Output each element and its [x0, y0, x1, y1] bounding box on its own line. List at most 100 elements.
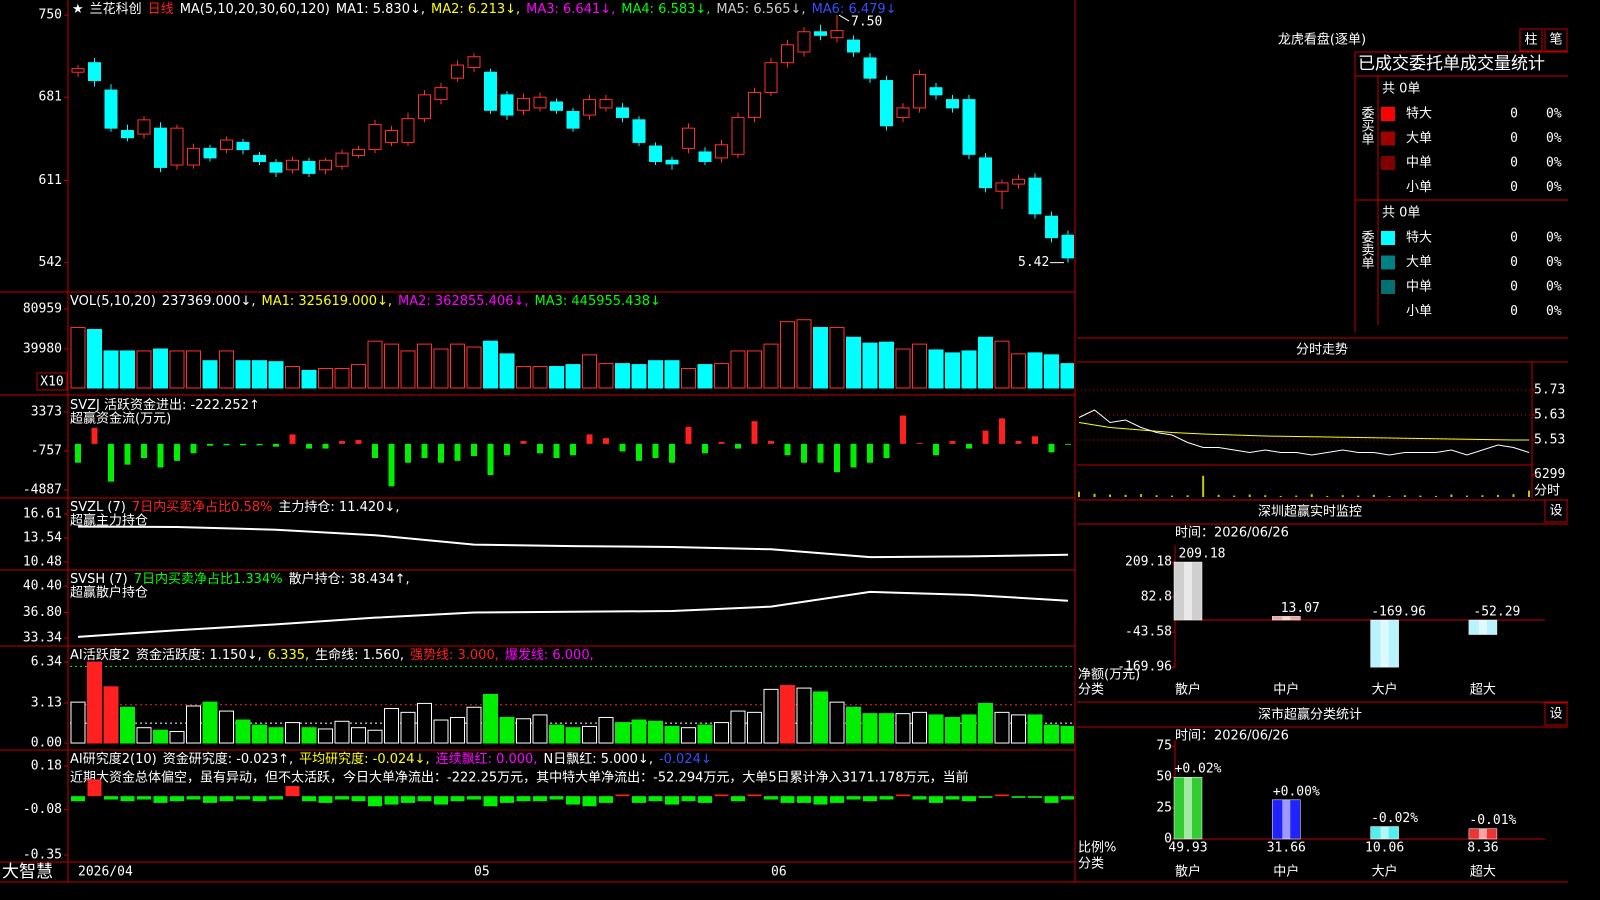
legend-item: 主力持仓: 11.420↓, [278, 500, 399, 515]
panel-subtitle: 超赢散户持仓 [70, 585, 148, 601]
research-bar [731, 796, 745, 802]
intraday-volume [1078, 491, 1080, 497]
candle-body [550, 101, 563, 111]
candle-body [979, 157, 992, 189]
intraday-volume [1124, 494, 1127, 497]
holding-line [77, 590, 1069, 638]
candle-body [1061, 234, 1074, 259]
intraday-volume [1155, 495, 1158, 497]
volume-bar [879, 341, 894, 389]
activity-bar [1011, 714, 1026, 744]
flow-bar [273, 443, 279, 447]
candle-body [698, 151, 712, 162]
volume-bar [433, 348, 449, 389]
y-tick-label: 50 [1156, 770, 1172, 785]
y-tick-label: -169.96 [1117, 660, 1172, 675]
row-name: 中单 [1406, 280, 1432, 295]
flow-bar [471, 443, 477, 457]
candle-body [533, 96, 547, 109]
value-label: 13.07 [1281, 601, 1320, 616]
candle-body [434, 87, 448, 101]
legend-item: SVSH (7) [70, 572, 128, 587]
volume-bar [664, 360, 680, 389]
legend-item: 生命线: 1.560, [315, 647, 404, 663]
legend-item: SVZJ 活跃资金进出: -222.252↑ [70, 397, 260, 413]
research-bar [368, 796, 382, 807]
legend-row: ★ 兰花科创 日线 MA(5,10,20,30,60,120) MA1: 5.830↓,… [72, 1, 897, 17]
row-pct: 0% [1546, 304, 1562, 319]
volume-bar [384, 343, 399, 389]
activity-bar [681, 727, 696, 744]
flow-bar [438, 443, 444, 463]
candle-body [715, 144, 728, 159]
time-label: 时间：2026/06/26 [1175, 526, 1289, 541]
flow-bar [372, 443, 378, 459]
activity-bar [318, 728, 333, 744]
activity-bar [961, 714, 977, 744]
volume-bar [1011, 353, 1026, 389]
commentary: 近期大资金总体偏空，虽有异动，但不太活跃，今日大单净流出：-222.25万元，其… [70, 770, 969, 786]
button-label[interactable]: 设 [1549, 707, 1562, 722]
candle-body [764, 62, 778, 93]
panel-subtitle: 超赢主力持仓 [70, 513, 148, 529]
intraday-volume [1217, 494, 1220, 497]
research-bar [153, 796, 168, 803]
volume-bar [1027, 352, 1043, 389]
research-bar [665, 796, 679, 805]
research-bar [170, 796, 184, 802]
flow-bar [1015, 441, 1022, 444]
row-count: 0 [1510, 304, 1518, 319]
activity-bar [565, 727, 581, 744]
flow-bar [91, 427, 98, 444]
intraday-volume [1264, 495, 1267, 497]
flow-bar [834, 443, 840, 473]
panel-title: 龙虎看盘(逐单) [1278, 32, 1366, 48]
research-bar [879, 796, 894, 800]
x-axis-title: 分类 [1078, 683, 1104, 698]
candle-body [187, 147, 200, 166]
button-label[interactable]: 笔 [1549, 32, 1562, 48]
flow-bar [487, 443, 494, 476]
legend-row: AI研究度2(10) 资金研究度: -0.023↑, 平均研究度: -0.024↓,… [70, 751, 712, 767]
legend-row: SVSH (7) 7日内买卖净占比1.334% 散户持仓: 38.434↑, [70, 571, 410, 587]
flow-bar [718, 441, 725, 444]
research-bar [1011, 796, 1026, 798]
activity-bar [235, 719, 251, 744]
activity-bar [532, 714, 548, 744]
button[interactable] [1519, 28, 1543, 52]
button-label[interactable]: 设 [1549, 504, 1562, 519]
research-bar [632, 796, 646, 803]
row-count: 0 [1510, 280, 1518, 295]
category-label: 超大 [1470, 865, 1496, 880]
legend-item: MA5: 6.565↓, [716, 2, 805, 17]
flow-bar [108, 443, 114, 482]
legend-row: AI活跃度2 资金活跃度: 1.150↓, 6.335, 生命线: 1.560, 强势线… [70, 647, 594, 663]
volume-bar [582, 354, 597, 389]
intraday-volume [1186, 495, 1189, 497]
volume-bar [615, 363, 630, 389]
button[interactable] [1544, 499, 1568, 523]
volume-bar [153, 348, 168, 389]
button[interactable] [1544, 28, 1568, 52]
research-bar [71, 796, 85, 802]
candle-body [1012, 178, 1025, 185]
y-tick-label: 80959 [23, 302, 62, 317]
flow-bar [75, 443, 81, 463]
y-tick-label: -757 [31, 443, 62, 458]
intraday-volume [1310, 494, 1313, 497]
candle-body [946, 99, 959, 109]
y-tick-label: 16.61 [23, 506, 62, 521]
research-bar [500, 796, 514, 803]
date-label: 2026/04 [78, 865, 133, 880]
button-label[interactable]: 柱 [1524, 33, 1537, 48]
candle-body [368, 124, 382, 151]
legend-item: SVZL (7) [70, 500, 126, 515]
row-count: 0 [1510, 156, 1518, 171]
flow-bar [751, 421, 758, 444]
row-count: 0 [1510, 231, 1518, 246]
category-label: 中户 [1273, 864, 1299, 880]
button[interactable] [1544, 702, 1568, 726]
y-tick-label: 5.53 [1534, 433, 1565, 448]
block-label: 委买单 [1359, 106, 1375, 145]
value-label: 10.06 [1365, 841, 1404, 856]
